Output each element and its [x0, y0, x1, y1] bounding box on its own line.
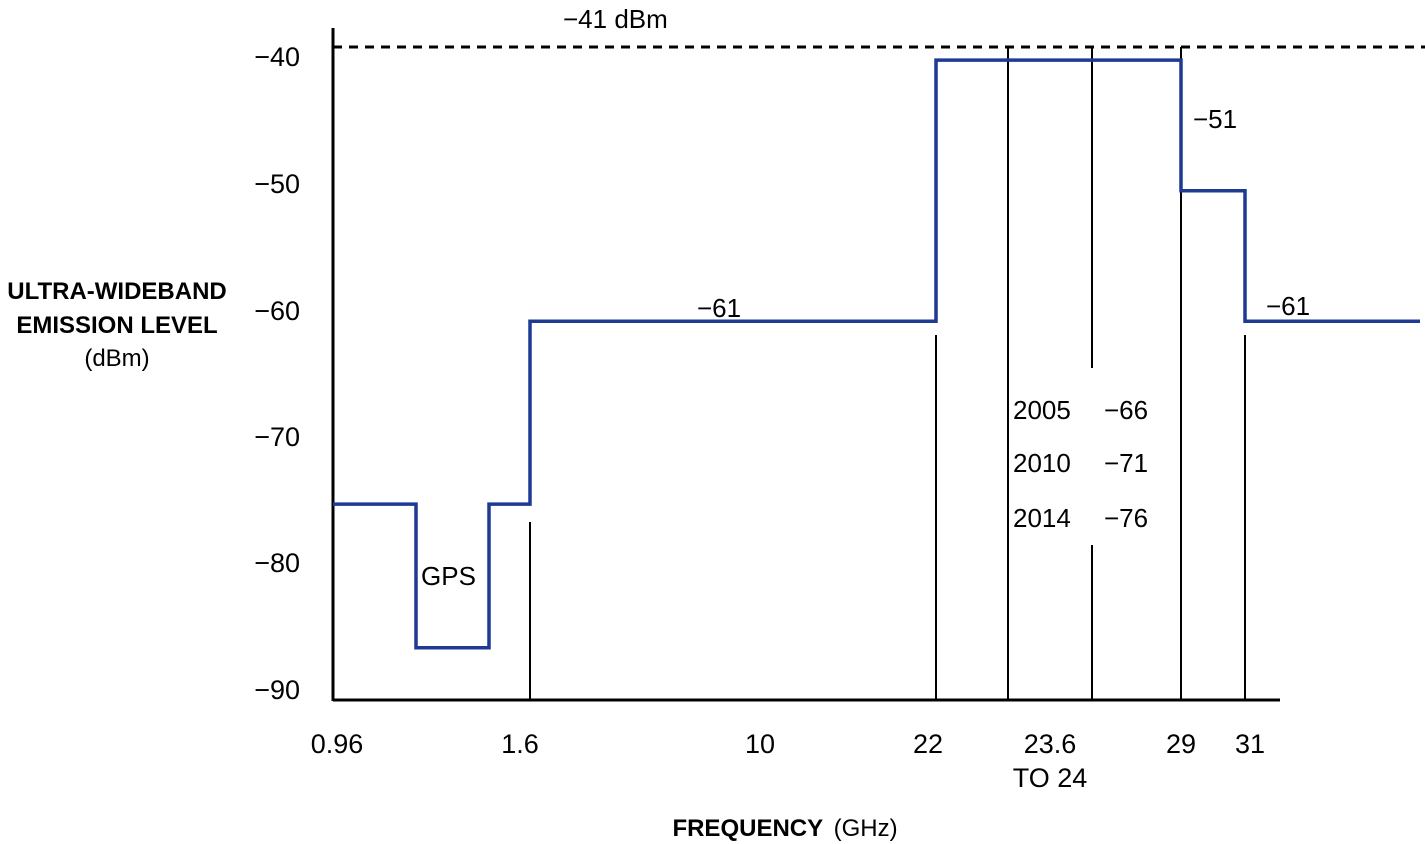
band-29-31-level-label: −51	[1193, 104, 1237, 134]
phase-level: −76	[1104, 503, 1148, 533]
y-tick-label: −70	[254, 422, 300, 452]
y-axis-label-line-1: ULTRA-WIDEBAND	[7, 278, 227, 305]
y-tick-labels: −40 −50 −60 −70 −80 −90	[254, 42, 300, 705]
y-tick-label: −40	[254, 42, 300, 72]
x-tick-label: 10	[745, 729, 775, 759]
x-axis-unit: (GHz)	[834, 815, 898, 842]
band-boundaries	[529, 47, 1246, 700]
phase-year: 2005	[1013, 395, 1071, 425]
phase-in-table: 2005 −66 2010 −71 2014 −76	[1013, 395, 1148, 533]
x-tick-label: 29	[1166, 729, 1196, 759]
x-axis-title: FREQUENCY (GHz)	[672, 815, 897, 842]
x-tick-label: 23.6	[1024, 729, 1077, 759]
x-tick-label: 1.6	[501, 729, 539, 759]
x-axis-label: FREQUENCY	[672, 815, 823, 842]
mid-band-level-label: −61	[697, 293, 741, 323]
reference-line-label: −41 dBm	[563, 4, 668, 34]
y-tick-label: −50	[254, 169, 300, 199]
x-tick-label: 0.96	[311, 729, 364, 759]
y-tick-label: −60	[254, 296, 300, 326]
y-axis-unit: (dBm)	[84, 345, 149, 372]
x-tick-label: 31	[1235, 729, 1265, 759]
y-tick-label: −80	[254, 548, 300, 578]
emission-mask-series	[333, 58, 1420, 650]
right-band-level-label: −61	[1266, 291, 1310, 321]
x-tick-labels: 0.96 1.6 10 22 23.6 TO 24 29 31	[311, 729, 1265, 793]
y-tick-label: −90	[254, 675, 300, 705]
phase-year: 2014	[1013, 503, 1071, 533]
x-tick-sublabel: TO 24	[1013, 763, 1088, 793]
phase-level: −66	[1104, 395, 1148, 425]
gps-label: GPS	[421, 561, 476, 591]
x-tick-label: 22	[913, 729, 943, 759]
phase-level: −71	[1104, 448, 1148, 478]
phase-year: 2010	[1013, 448, 1071, 478]
y-axis-label-line-2: EMISSION LEVEL	[16, 312, 217, 339]
